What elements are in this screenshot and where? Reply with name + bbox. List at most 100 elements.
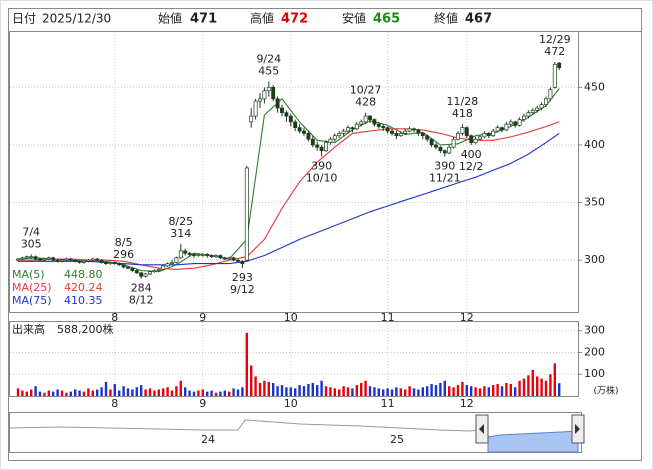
volume-bar — [474, 387, 477, 396]
volume-bar — [316, 385, 319, 396]
candle-body — [178, 250, 183, 259]
candle-body — [143, 273, 148, 277]
volume-bar — [16, 388, 20, 396]
candle-body — [332, 135, 337, 140]
candle-body — [148, 271, 152, 275]
candle-body — [214, 255, 218, 258]
candle-body — [170, 262, 174, 264]
candle-body — [350, 127, 355, 130]
volume-bar — [311, 382, 314, 396]
annotation-date: 11/21 — [429, 171, 461, 184]
volume-bar — [162, 388, 165, 396]
annotation-value: 428 — [355, 96, 376, 109]
high-label: 高値 — [250, 11, 274, 26]
volume-bar — [100, 387, 103, 396]
candle-body — [86, 259, 91, 262]
candle-body — [420, 133, 425, 137]
volume-bar — [496, 384, 499, 396]
volume-bar — [558, 383, 561, 396]
candle-body — [390, 130, 394, 134]
annotation-value: 293 — [232, 271, 253, 284]
candle-body — [552, 63, 557, 88]
candle-body — [434, 144, 438, 148]
candle-body — [460, 127, 465, 134]
candle-body — [495, 127, 500, 132]
volume-bar — [250, 365, 253, 396]
legend-name: MA(75) — [12, 294, 52, 307]
volume-bar — [144, 389, 147, 396]
volume-bar — [338, 389, 341, 396]
volume-bar — [434, 385, 438, 396]
candle-body — [222, 257, 227, 260]
volume-bar — [223, 390, 226, 396]
volume-bar — [87, 388, 90, 396]
y-tick-label: 100 — [584, 367, 605, 380]
volume-bar — [96, 389, 99, 396]
volume-bar — [492, 385, 495, 396]
candle-body — [500, 127, 504, 131]
volume-bar — [382, 389, 385, 396]
volume-bar — [483, 386, 486, 396]
volume-bar — [426, 386, 429, 396]
handle-arrow — [479, 424, 484, 434]
volume-bar — [267, 381, 270, 396]
candle-body — [398, 133, 403, 137]
candle-body — [407, 128, 412, 132]
volume-bar — [170, 390, 174, 396]
volume-bar — [461, 381, 464, 396]
candle-body — [517, 119, 522, 126]
candle-body — [121, 264, 126, 268]
annotation-value: 390 — [311, 159, 332, 172]
annotation-date: 10/27 — [350, 84, 382, 97]
annotation-date: 8/25 — [168, 215, 193, 228]
candle-body — [416, 129, 421, 134]
volume-bar — [56, 389, 59, 396]
volume-title-box — [10, 322, 118, 337]
annotation-value: 296 — [113, 248, 134, 261]
candle-body — [293, 121, 298, 128]
volume-bar — [527, 375, 530, 396]
candle-body — [183, 250, 188, 254]
annotation-value: 400 — [461, 148, 482, 161]
y-tick-label: 400 — [584, 138, 605, 151]
volume-bar — [518, 380, 521, 396]
candle-body — [24, 256, 29, 259]
x-tick-label: 11 — [381, 397, 395, 410]
candle-body — [126, 266, 130, 269]
annotation-value: 472 — [544, 45, 565, 58]
candle-body — [464, 127, 469, 137]
legend-value: 420.24 — [64, 281, 103, 294]
volume-bar — [82, 391, 86, 396]
candle-body — [130, 267, 135, 271]
volume-bar — [351, 388, 354, 396]
volume-bar — [38, 391, 42, 396]
y-tick-label: 200 — [584, 345, 605, 358]
volume-bar — [307, 384, 310, 396]
volume-bar — [399, 388, 402, 396]
volume-bar — [219, 391, 222, 396]
candle-body — [68, 258, 73, 261]
volume-bar — [74, 389, 77, 396]
candle-body — [51, 257, 56, 261]
volume-bar — [408, 386, 411, 396]
volume-bar — [514, 387, 517, 396]
candle-body — [77, 260, 82, 263]
volume-bar — [179, 380, 182, 396]
volume-bar — [192, 391, 196, 396]
candle-body — [363, 115, 368, 123]
volume-bar — [531, 369, 534, 396]
annotation-value: 284 — [131, 282, 152, 295]
volume-bar — [364, 380, 367, 396]
volume-bar — [285, 387, 288, 396]
candle-body — [557, 62, 562, 69]
volume-bar — [298, 385, 301, 396]
candle-body — [64, 258, 69, 261]
candle-body — [456, 133, 460, 140]
volume-bar — [258, 382, 262, 396]
navigator-selection[interactable] — [487, 430, 579, 453]
candle-body — [513, 121, 518, 126]
volume-unit: (万株) — [593, 385, 618, 397]
low-label: 安値 — [342, 11, 366, 26]
volume-bar — [104, 381, 108, 396]
